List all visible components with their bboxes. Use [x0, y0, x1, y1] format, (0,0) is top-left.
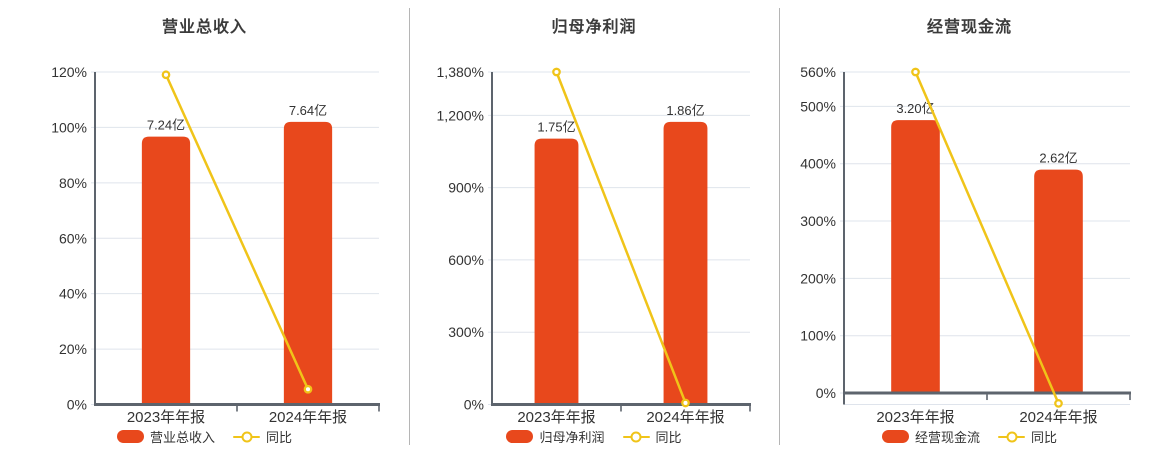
svg-text:2023年年报: 2023年年报: [127, 409, 205, 426]
svg-text:600%: 600%: [448, 252, 484, 268]
svg-text:7.64亿: 7.64亿: [289, 103, 327, 118]
svg-text:0%: 0%: [464, 397, 484, 413]
chart-title: 归母净利润: [551, 19, 637, 36]
legend-item-bar-series[interactable]: 营业总收入: [116, 427, 215, 446]
svg-text:80%: 80%: [59, 175, 87, 191]
legend-label: 同比: [266, 430, 293, 445]
chart-legend: 营业总收入 同比: [0, 427, 409, 446]
svg-text:20%: 20%: [59, 341, 87, 357]
legend-label: 同比: [1031, 430, 1058, 445]
svg-text:500%: 500%: [800, 98, 836, 114]
svg-text:100%: 100%: [800, 328, 836, 344]
svg-text:1,200%: 1,200%: [437, 107, 484, 123]
svg-text:2023年年报: 2023年年报: [876, 409, 954, 426]
svg-text:60%: 60%: [59, 230, 87, 246]
svg-text:2.62亿: 2.62亿: [1039, 151, 1077, 166]
svg-text:300%: 300%: [448, 324, 484, 340]
chart-title: 营业总收入: [161, 19, 247, 36]
chart-title: 经营现金流: [926, 19, 1012, 36]
svg-text:3.20亿: 3.20亿: [896, 101, 934, 116]
svg-text:560%: 560%: [800, 64, 836, 80]
svg-text:400%: 400%: [800, 156, 836, 172]
chart-panel-net-profit: 归母净利润 0% 300% 600% 900% 1,200% 1,380% 2023年年报 2…: [409, 0, 779, 450]
svg-text:2024年年报: 2024年年报: [1019, 409, 1097, 426]
svg-text:1.86亿: 1.86亿: [666, 103, 704, 118]
svg-text:200%: 200%: [800, 270, 836, 286]
chart-plot-area: 0% 20% 40% 60% 80% 100% 120% 2023年年报 2024年年报 7.24…: [51, 64, 380, 426]
svg-text:40%: 40%: [59, 286, 87, 302]
chart-panel-operating-revenue: 营业总收入 0% 20% 40% 60% 80% 100% 120% 2023年年报 2024年…: [0, 0, 409, 450]
svg-text:2024年年报: 2024年年报: [646, 409, 724, 426]
chart-legend: 经营现金流 同比: [779, 427, 1160, 446]
line-marker-icon: [622, 431, 650, 443]
svg-text:120%: 120%: [51, 64, 87, 80]
svg-text:100%: 100%: [51, 119, 87, 135]
legend-label: 营业总收入: [149, 430, 215, 445]
svg-text:0%: 0%: [67, 397, 87, 413]
svg-text:1.75亿: 1.75亿: [537, 120, 575, 135]
svg-text:2023年年报: 2023年年报: [517, 409, 595, 426]
chart-panel-operating-cash-flow: 经营现金流 0% 100% 200% 300% 400% 500% 560% 2023年年报 2…: [779, 0, 1160, 450]
bar-swatch-icon: [506, 430, 534, 443]
line-marker-icon: [998, 431, 1025, 443]
legend-item-bar-series[interactable]: 归母净利润: [506, 427, 605, 446]
line-marker-icon: [233, 431, 260, 443]
legend-label: 归母净利润: [539, 430, 605, 445]
legend-item-line-series[interactable]: 同比: [622, 427, 682, 446]
svg-text:2024年年报: 2024年年报: [269, 409, 347, 426]
panel-divider: [409, 8, 410, 445]
panel-divider: [779, 8, 780, 445]
svg-text:1,380%: 1,380%: [437, 64, 484, 80]
svg-text:7.24亿: 7.24亿: [147, 118, 185, 133]
legend-item-bar-series[interactable]: 经营现金流: [881, 427, 980, 446]
legend-label: 经营现金流: [914, 430, 980, 445]
svg-text:300%: 300%: [800, 213, 836, 229]
svg-text:0%: 0%: [816, 385, 836, 401]
chart-plot-area: 0% 300% 600% 900% 1,200% 1,380% 2023年年报 2024年年报…: [437, 64, 751, 426]
legend-label: 同比: [655, 430, 682, 445]
chart-plot-area: 0% 100% 200% 300% 400% 500% 560% 2023年年报 2024年年报…: [800, 64, 1131, 426]
legend-item-line-series[interactable]: 同比: [998, 427, 1057, 446]
svg-text:900%: 900%: [448, 180, 484, 196]
legend-item-line-series[interactable]: 同比: [233, 427, 292, 446]
chart-legend: 归母净利润 同比: [409, 427, 779, 446]
bar-swatch-icon: [881, 430, 909, 443]
bar-swatch-icon: [116, 430, 144, 443]
